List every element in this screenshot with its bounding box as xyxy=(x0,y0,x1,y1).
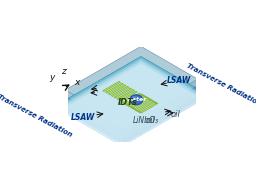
Polygon shape xyxy=(145,96,146,97)
Polygon shape xyxy=(114,88,132,98)
Polygon shape xyxy=(125,104,127,105)
Text: water: water xyxy=(126,97,146,102)
Polygon shape xyxy=(137,101,155,111)
Polygon shape xyxy=(60,61,203,144)
Polygon shape xyxy=(60,59,203,141)
Polygon shape xyxy=(128,105,130,106)
Polygon shape xyxy=(132,98,149,108)
Text: IDTs: IDTs xyxy=(118,98,137,107)
Text: Transverse Radiation: Transverse Radiation xyxy=(186,63,256,107)
Polygon shape xyxy=(131,107,132,108)
Polygon shape xyxy=(105,83,123,93)
Polygon shape xyxy=(122,76,203,129)
Polygon shape xyxy=(134,100,152,110)
Text: x: x xyxy=(74,78,79,88)
Ellipse shape xyxy=(132,96,137,99)
Polygon shape xyxy=(60,108,122,146)
Polygon shape xyxy=(142,95,144,96)
Polygon shape xyxy=(135,109,137,110)
Polygon shape xyxy=(156,103,158,104)
Polygon shape xyxy=(146,97,148,98)
Ellipse shape xyxy=(130,95,143,105)
Polygon shape xyxy=(141,94,142,95)
Polygon shape xyxy=(154,102,156,103)
Polygon shape xyxy=(120,91,137,101)
Polygon shape xyxy=(133,108,135,110)
Text: LSAW: LSAW xyxy=(71,113,95,122)
Text: LSAW: LSAW xyxy=(167,76,191,85)
Polygon shape xyxy=(129,96,146,107)
Polygon shape xyxy=(123,93,141,103)
Polygon shape xyxy=(60,93,122,139)
Polygon shape xyxy=(60,87,122,129)
Polygon shape xyxy=(60,63,203,146)
Text: z: z xyxy=(61,67,66,76)
Polygon shape xyxy=(122,97,203,146)
Polygon shape xyxy=(111,86,129,96)
Polygon shape xyxy=(153,101,155,102)
Polygon shape xyxy=(126,95,144,105)
Polygon shape xyxy=(149,99,151,100)
Text: y: y xyxy=(49,73,54,82)
Text: Transverse Radiation: Transverse Radiation xyxy=(0,93,73,138)
Polygon shape xyxy=(60,103,122,141)
Polygon shape xyxy=(137,111,140,112)
Polygon shape xyxy=(60,56,203,139)
Text: LiNbO₃: LiNbO₃ xyxy=(133,116,159,125)
Polygon shape xyxy=(139,112,141,113)
Polygon shape xyxy=(108,85,126,95)
Polygon shape xyxy=(143,95,145,97)
Text: oil: oil xyxy=(171,109,181,119)
Polygon shape xyxy=(122,82,203,139)
Polygon shape xyxy=(122,92,203,141)
Polygon shape xyxy=(103,81,120,92)
Polygon shape xyxy=(140,103,157,113)
Polygon shape xyxy=(147,98,149,99)
Polygon shape xyxy=(132,108,134,109)
Polygon shape xyxy=(136,110,138,111)
Polygon shape xyxy=(124,103,125,104)
Polygon shape xyxy=(150,100,152,101)
Polygon shape xyxy=(152,100,154,101)
Text: oil: oil xyxy=(146,116,156,125)
Polygon shape xyxy=(122,94,203,144)
Polygon shape xyxy=(60,46,203,129)
Polygon shape xyxy=(117,90,134,100)
Polygon shape xyxy=(129,106,131,107)
Polygon shape xyxy=(60,105,122,144)
